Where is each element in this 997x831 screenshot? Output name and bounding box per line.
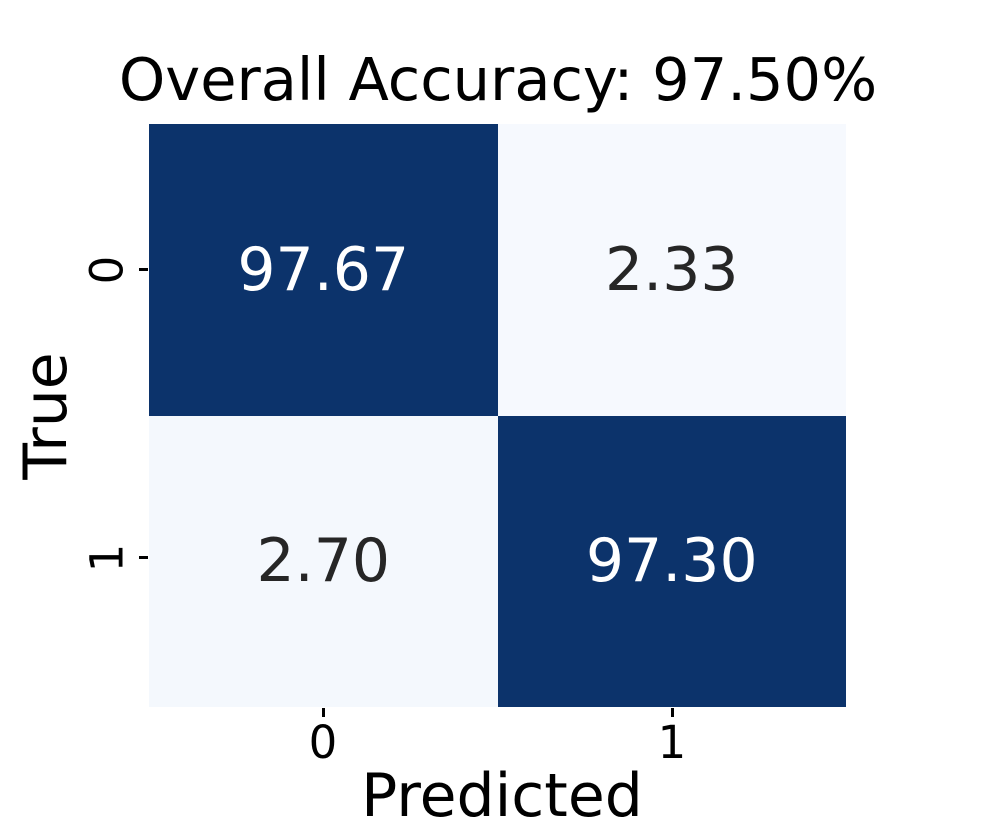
y-axis-label: True <box>11 352 81 480</box>
x-tick-label-0: 0 <box>308 716 338 769</box>
x-axis-label: Predicted <box>361 761 643 831</box>
heatmap-cell-true1-pred0: 2.70 <box>149 415 498 707</box>
y-tick-label-1: 1 <box>80 543 134 573</box>
heatmap-plot-area: 97.67 2.33 2.70 97.30 <box>149 124 846 707</box>
chart-title: Overall Accuracy: 97.50% <box>118 45 878 114</box>
y-tick-mark-1 <box>139 556 148 559</box>
heatmap-cell-true0-pred1: 2.33 <box>497 124 846 416</box>
heatmap-cell-true0-pred0: 97.67 <box>149 124 498 416</box>
x-tick-mark-1 <box>671 708 674 717</box>
y-tick-label-0: 0 <box>80 255 134 285</box>
cell-value: 2.33 <box>604 234 739 305</box>
cell-value: 97.67 <box>237 234 410 305</box>
x-tick-mark-0 <box>322 708 325 717</box>
x-tick-label-1: 1 <box>657 716 687 769</box>
y-tick-mark-0 <box>139 268 148 271</box>
cell-value: 97.30 <box>585 526 758 597</box>
heatmap-cell-true1-pred1: 97.30 <box>497 415 846 707</box>
cell-value: 2.70 <box>256 526 391 597</box>
